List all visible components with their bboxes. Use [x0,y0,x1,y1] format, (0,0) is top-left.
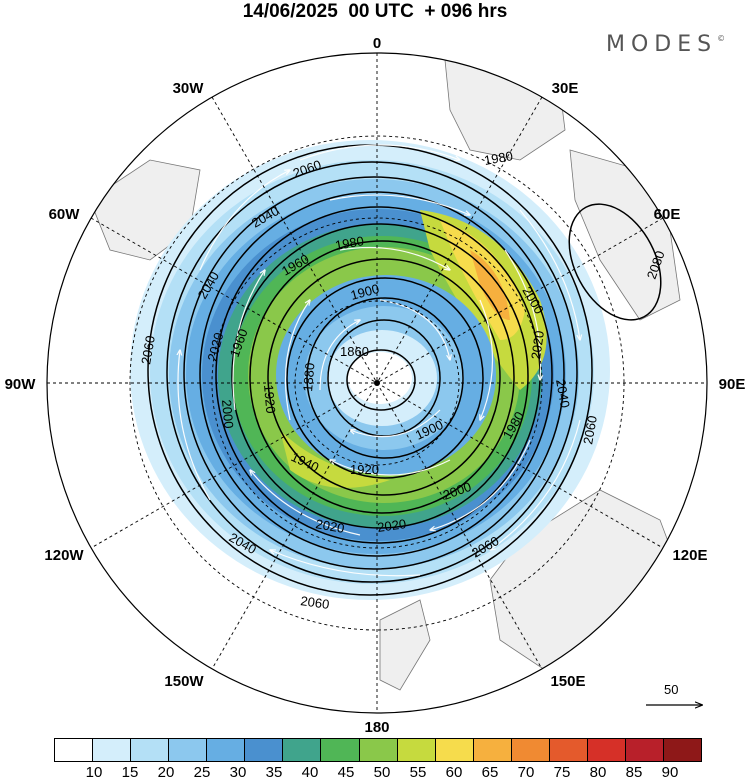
colorbar-swatch [435,739,474,761]
lon-label-90e: 90E [719,376,746,393]
contour-label: 1920 [261,384,278,414]
colorbar-tick-label: 30 [229,764,247,781]
contour-label: 2020 [376,516,407,535]
lon-label-150w: 150W [164,673,204,690]
colorbar-swatch [283,739,322,761]
colorbar-tick-label: 80 [589,764,607,781]
brand-name: MODES [606,32,718,57]
wind-streamlines [178,144,580,577]
lon-label-60w: 60W [49,206,81,223]
contour-label: 1980 [334,233,365,253]
lon-label-180: 180 [364,719,389,736]
lon-label-120w: 120W [44,547,84,564]
colorbar-tick-label: 50 [373,764,391,781]
right-arrow-icon [646,682,710,722]
polar-map: 0 30E 60E 90E 120E 150E 180 150W 120W 90… [5,35,746,736]
colorbar-swatch [131,739,170,761]
wind-speed-colorbar [54,738,702,762]
brand-logo: MODES© [606,32,725,57]
colorbar-swatch [169,739,208,761]
colorbar-tick-label: 65 [481,764,499,781]
colorbar-swatch [93,739,132,761]
colorbar-tick-labels: 10 15 20 25 30 35 40 45 50 55 60 65 70 75 80 85 90 [54,764,702,782]
colorbar-tick-label: 20 [157,764,175,781]
contour-label: 1920 [350,462,379,477]
colorbar-tick-label: 70 [517,764,535,781]
contour-label: 1860 [340,344,369,359]
colorbar-tick-label: 75 [553,764,571,781]
colorbar-swatch [625,739,664,761]
colorbar-tick-label: 45 [337,764,355,781]
colorbar-tick-label: 35 [265,764,283,781]
map-title: 14/06/2025 00 UTC + 096 hrs [242,1,508,22]
colorbar-tick-label: 10 [85,764,103,781]
colorbar-swatch [549,739,588,761]
colorbar-swatch [245,739,284,761]
colorbar-tick-label: 25 [193,764,211,781]
colorbar-swatch [473,739,512,761]
copyright-mark: © [717,34,726,43]
colorbar-swatch [587,739,626,761]
contour-label: 1880 [300,362,317,392]
colorbar-swatch [511,739,550,761]
colorbar-swatch [321,739,360,761]
lon-label-30w: 30W [173,80,205,97]
height-contours [147,144,662,596]
lon-label-120e: 120E [672,547,707,564]
contour-label: 2060 [580,414,600,445]
north-pole-dot [374,380,380,386]
colorbar-swatch [207,739,246,761]
colorbar-swatch [664,739,702,761]
lon-label-30e: 30E [552,80,579,97]
lon-label-0: 0 [373,35,381,52]
colorbar-swatch [55,739,94,761]
contour-label: 2020 [204,331,226,363]
contour-label: 2060 [300,593,331,612]
reference-vector-label: 50 [664,682,679,697]
longitude-labels: 0 30E 60E 90E 120E 150E 180 150W 120W 90… [5,35,746,736]
contour-label: 2040 [553,378,573,409]
colorbar-swatch [397,739,436,761]
colorbar-tick-label: 90 [661,764,679,781]
contour-label: 2060 [138,334,158,365]
colorbar-swatch [359,739,398,761]
contour-label: 2020 [528,330,547,361]
lon-label-60e: 60E [654,206,681,223]
lon-label-90w: 90W [5,376,37,393]
colorbar-tick-label: 55 [409,764,427,781]
map-boundary [46,52,708,714]
colorbar-tick-label: 40 [301,764,319,781]
colorbar-tick-label: 15 [121,764,139,781]
contour-label: 1900 [349,281,381,303]
colorbar-tick-label: 85 [625,764,643,781]
lon-label-150e: 150E [550,673,585,690]
contour-label: 2020 [314,516,345,536]
contour-label: 2000 [219,399,236,429]
contour-label: 1980 [483,148,514,168]
colorbar-tick-label: 60 [445,764,463,781]
